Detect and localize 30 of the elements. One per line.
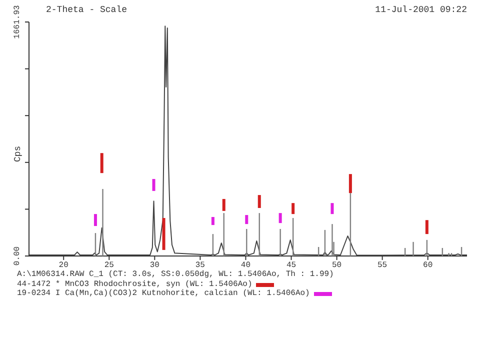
bar <box>211 217 214 226</box>
y-axis-title: Cps <box>13 146 23 162</box>
x-tick-label: 50 <box>332 261 342 270</box>
x-tick-label: 30 <box>150 261 160 270</box>
text: A:\1M06314.RAW C_1 (CT: 3.0s, SS:0.050dg, WL: 1.5406Ao, Th : 1.99) <box>17 270 334 279</box>
y-tick-label: 0.00 <box>13 246 22 266</box>
x-axis-title: 2-Theta - Scale <box>46 5 128 15</box>
x-tick-label: 20 <box>58 261 69 270</box>
x-tick-label: 45 <box>286 261 296 270</box>
x-tick-label: 55 <box>378 261 388 270</box>
bar <box>348 174 352 194</box>
legend-label: 44-1472 * MnCO3 Rhodochrosite, syn (WL: 1.5406Ao) <box>17 280 252 289</box>
bar <box>222 198 226 211</box>
bar <box>278 213 282 224</box>
bar <box>330 203 334 214</box>
bar <box>292 203 295 214</box>
bar <box>425 220 428 234</box>
bar <box>258 195 261 208</box>
bar <box>152 178 156 191</box>
x-tick-label: 25 <box>104 261 114 270</box>
bar <box>162 218 166 250</box>
bar <box>245 215 248 224</box>
x-tick-label: 35 <box>195 261 206 270</box>
text: 11-Jul-2001 09:22 <box>375 5 467 15</box>
legend-label: 19-0234 I Ca(Mn,Ca)(CO3)2 Kutnohorite, calcian (WL: 1.5406Ao) <box>17 289 310 298</box>
bar <box>94 214 97 226</box>
x-tick-label: 60 <box>423 261 433 270</box>
y-tick-label: 1661.93 <box>13 5 22 39</box>
x-tick-label: 40 <box>240 261 251 270</box>
bar <box>100 153 104 174</box>
